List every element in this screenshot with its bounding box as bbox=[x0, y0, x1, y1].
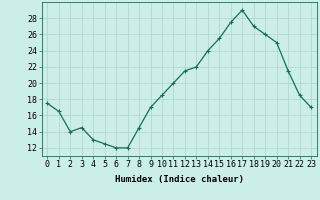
X-axis label: Humidex (Indice chaleur): Humidex (Indice chaleur) bbox=[115, 175, 244, 184]
